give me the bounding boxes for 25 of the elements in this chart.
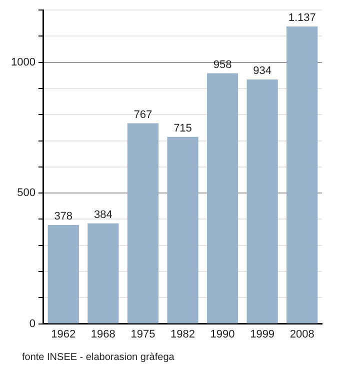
bar xyxy=(48,224,79,324)
data-label: 715 xyxy=(174,122,192,134)
data-label: 767 xyxy=(134,108,152,121)
y-tick-label: 0 xyxy=(29,318,36,330)
x-tick-label: 1968 xyxy=(90,328,116,340)
source-note: fonte INSEE - elaborasion gràfega xyxy=(22,352,174,363)
x-tick-label: 1975 xyxy=(130,328,156,340)
x-tick-label: 1962 xyxy=(51,328,76,340)
data-label: 958 xyxy=(213,58,232,71)
x-tick-label: 2008 xyxy=(290,328,314,340)
bar xyxy=(206,73,238,324)
y-tick-label: 1000 xyxy=(10,56,36,68)
data-label: 378 xyxy=(54,210,73,222)
data-label: 934 xyxy=(253,65,272,78)
bar xyxy=(167,136,198,324)
x-tick-label: 1999 xyxy=(250,328,275,340)
bar xyxy=(286,26,318,324)
x-tick-label: 1982 xyxy=(170,328,195,340)
y-tick-label: 500 xyxy=(17,187,36,200)
x-tick-label: 1990 xyxy=(210,328,235,340)
data-label: 1.137 xyxy=(288,12,316,24)
data-label: 384 xyxy=(94,208,112,221)
bar xyxy=(88,223,119,324)
bar xyxy=(127,123,159,324)
bar xyxy=(246,80,278,324)
